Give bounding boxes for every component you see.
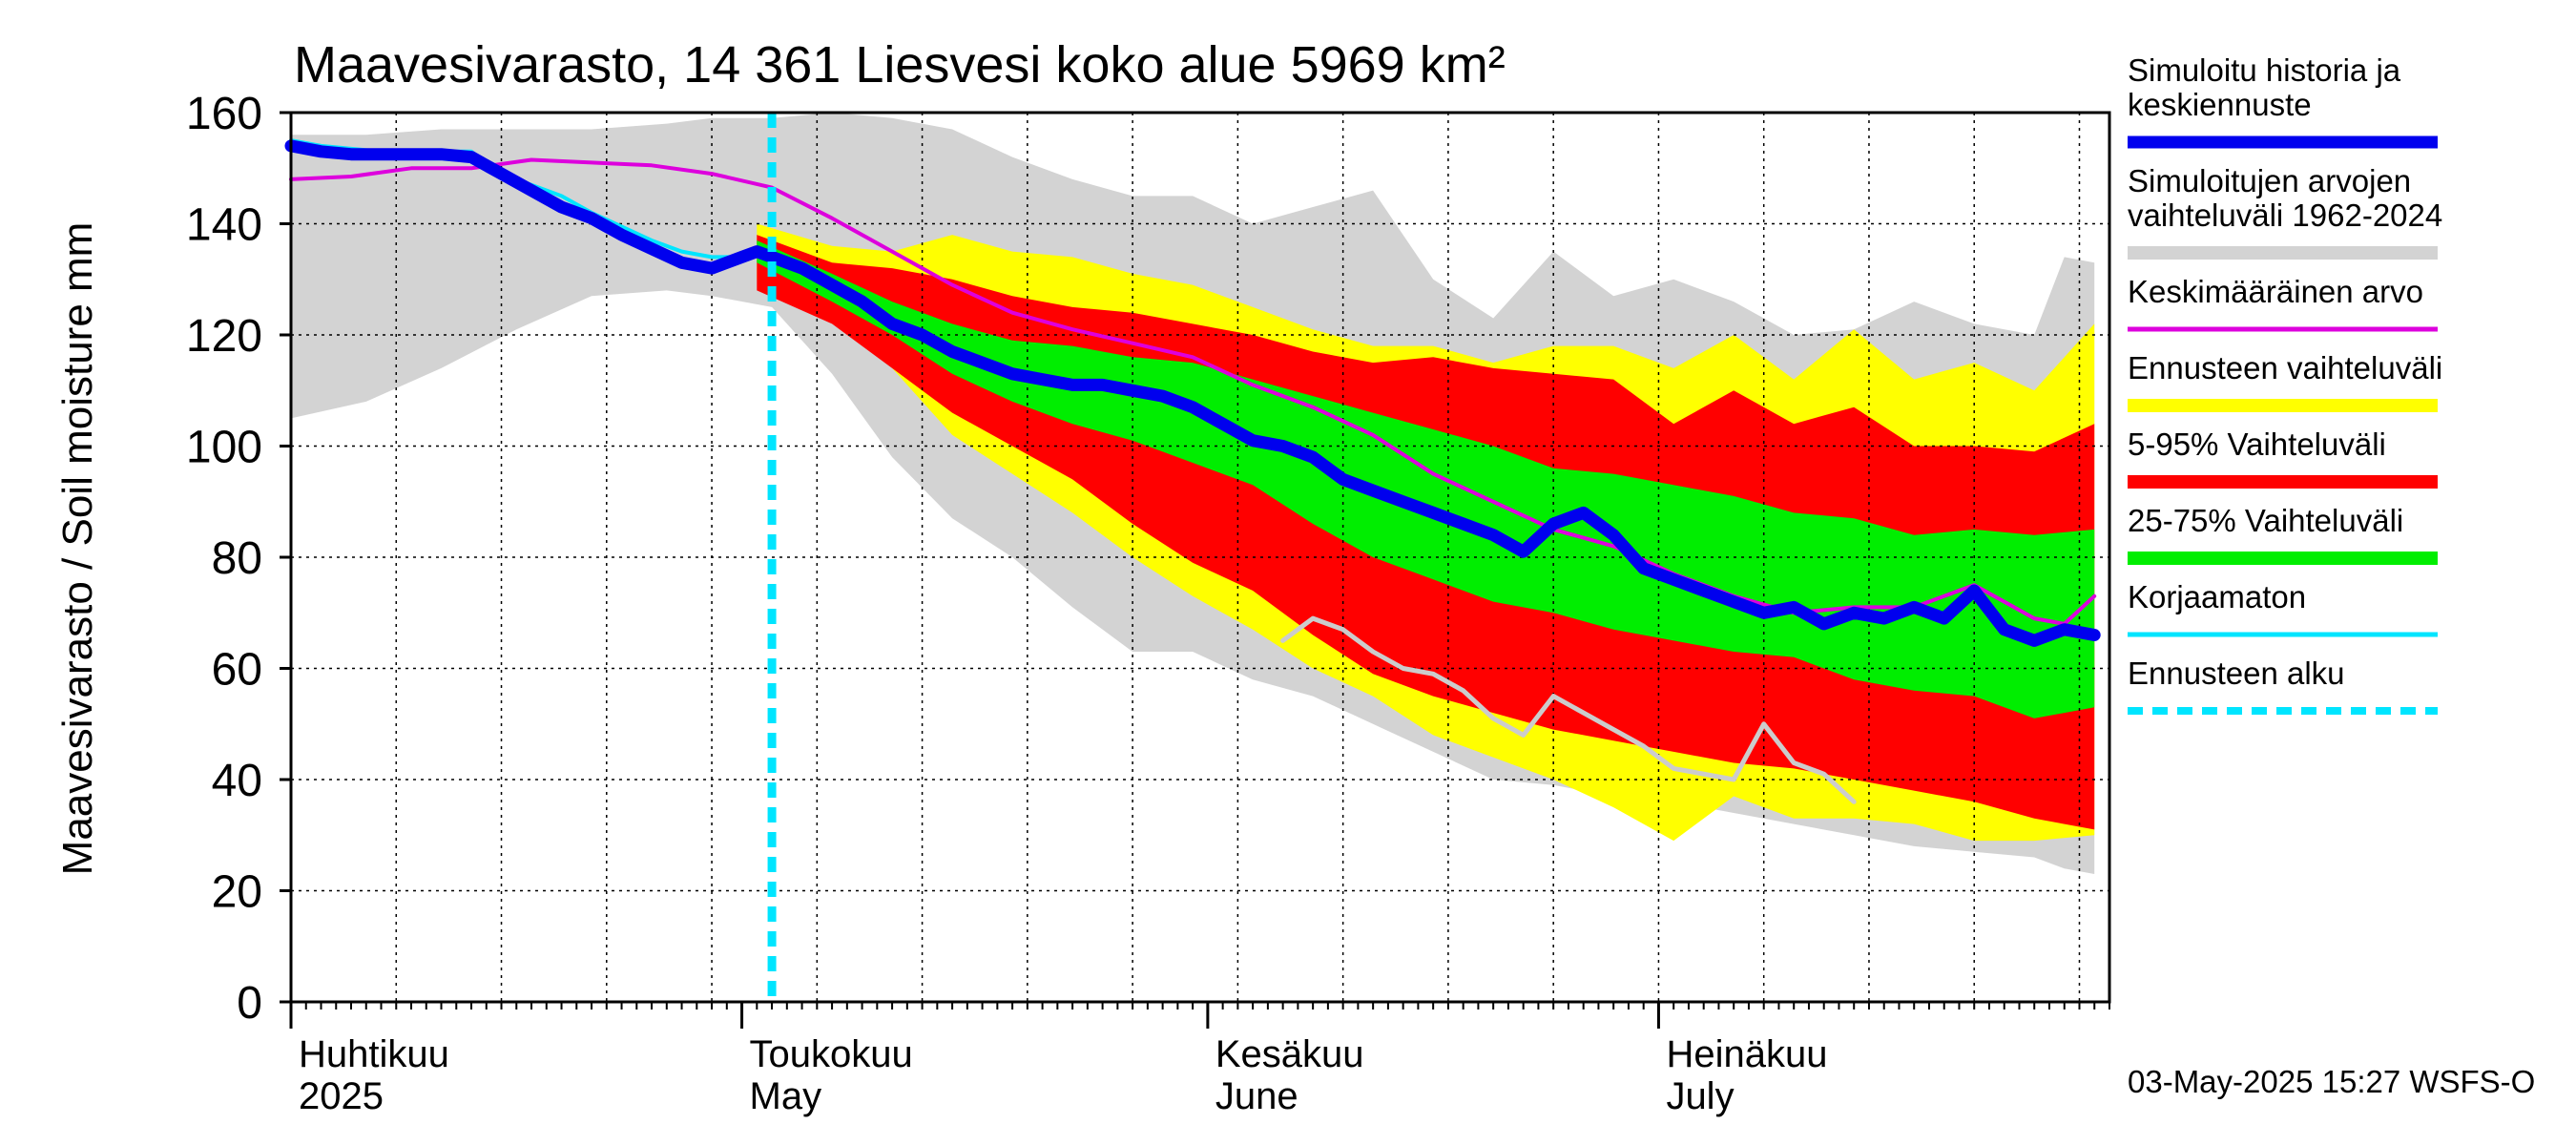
mean-line [289,157,2097,626]
y-axis: 0 20 40 60 80 100 120 140 160 [186,89,291,1029]
y-tick-label: 0 [237,978,262,1029]
legend-label-forecast_start: Ennusteen alku [2128,656,2345,691]
legend-label-p25_75: 25-75% Vaihteluväli [2128,503,2403,538]
y-tick-label: 60 [212,645,262,696]
y-tick-label: 140 [186,200,262,251]
y-tick-label: 80 [212,533,262,584]
x-month-label: Toukokuu [750,1033,913,1075]
x-month-label-2: July [1666,1075,1734,1117]
line-layer [284,113,2101,1002]
x-month-label-2: 2025 [299,1075,384,1117]
x-month-label: Kesäkuu [1215,1033,1364,1075]
legend-label-mean: Keskimääräinen arvo [2128,274,2423,309]
x-month-label: Huhtikuu [299,1033,449,1075]
y-tick-label: 40 [212,756,262,806]
legend-label-uncorrected: Korjaamaton [2128,579,2306,614]
legend-label-history: keskiennuste [2128,87,2312,122]
grid-layer [291,113,2109,1002]
legend-label-range_hist: vaihteluväli 1962-2024 [2128,198,2442,233]
band-layer [291,113,2095,874]
chart-title: Maavesivarasto, 14 361 Liesvesi koko alu… [294,36,1506,94]
legend-label-range_hist: Simuloitujen arvojen [2128,163,2411,198]
y-tick-label: 20 [212,867,262,918]
legend-label-p5_95: 5-95% Vaihteluväli [2128,427,2386,462]
timestamp: 03-May-2025 15:27 WSFS-O [2128,1064,2535,1099]
x-month-label-2: June [1215,1075,1298,1117]
y-tick-label: 160 [186,89,262,139]
x-month-label-2: May [750,1075,822,1117]
y-axis-label: Maavesivarasto / Soil moisture mm [54,222,101,876]
median-forecast-line [284,139,2101,647]
legend-label-forecast_range: Ennusteen vaihteluväli [2128,350,2442,385]
x-month-label: Heinäkuu [1666,1033,1827,1075]
y-tick-label: 100 [186,423,262,473]
p25-75-band [757,240,2095,718]
grey-scenario-line [1280,615,1857,804]
legend-label-history: Simuloitu historia ja [2128,52,2401,88]
y-tick-label: 120 [186,311,262,362]
